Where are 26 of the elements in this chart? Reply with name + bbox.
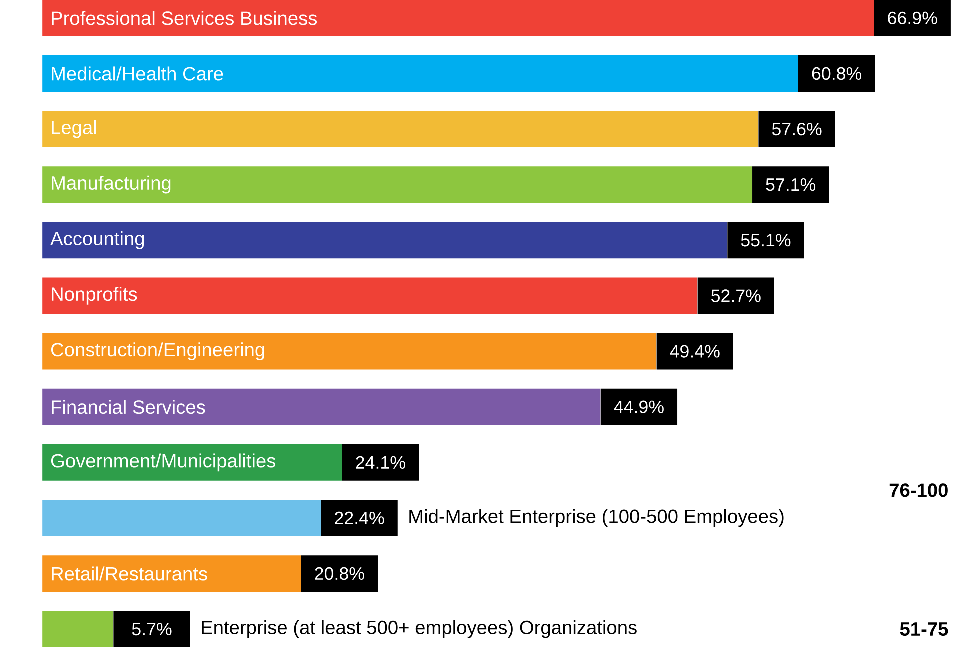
y-tick-label: Manufacturing: [52, 176, 171, 194]
y-tick-label: Construction/Engineering: [51, 342, 264, 361]
data-label: 57.6%: [772, 123, 822, 136]
y-tick-label: Accounting: [50, 232, 144, 250]
y-tick-label: Mid-Market Enterprise (100-500 Employees): [410, 510, 784, 528]
data-label: 5.7%: [132, 623, 172, 636]
data-label: 49.4%: [670, 345, 720, 358]
data-label: 60.8%: [812, 68, 862, 80]
y-tick-label: Legal: [52, 120, 96, 138]
y-tick-label: Government/Municipalities: [51, 454, 276, 472]
y-tick-label: Nonprofits: [52, 287, 138, 306]
data-label: 57.1%: [766, 178, 816, 192]
data-label: 44.9%: [614, 400, 664, 414]
data-label: 66.9%: [888, 12, 938, 25]
data-label: 52.7%: [712, 290, 761, 303]
y-tick-label: Enterprise (at least 500+ employees) Organizations: [202, 620, 637, 638]
y-tick-label: Medical/Health Care: [52, 66, 224, 82]
data-label: 22.4%: [335, 512, 384, 525]
data-label: 55.1%: [741, 234, 791, 247]
y-tick-label: Financial Services: [52, 400, 206, 414]
data-label: 24.1%: [356, 456, 406, 470]
data-label: 20.8%: [315, 568, 364, 580]
text: 76-100: [890, 484, 948, 498]
y-tick-label: Professional Services Business: [52, 11, 318, 26]
text: 51-75: [900, 622, 948, 636]
y-tick-label: Retail/Restaurants: [52, 566, 208, 582]
